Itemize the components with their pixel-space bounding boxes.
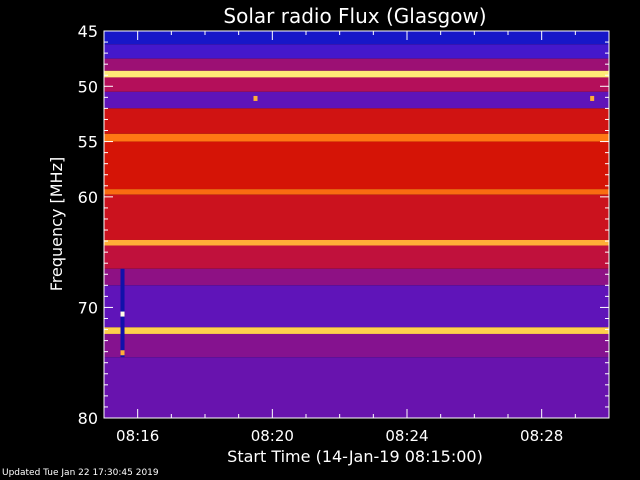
bright-dot: [120, 311, 125, 317]
intensity-band: [104, 194, 609, 240]
y-axis: 45 50 55 60 70 80: [78, 22, 609, 428]
intensity-band: [104, 133, 609, 142]
y-tick-label: 70: [78, 298, 98, 317]
intensity-band: [104, 285, 609, 328]
intensity-band: [104, 44, 609, 59]
intensity-band: [104, 77, 609, 92]
y-tick-label: 55: [78, 133, 98, 152]
x-axis-label: Start Time (14-Jan-19 08:15:00): [227, 447, 483, 466]
intensity-band: [104, 141, 609, 190]
intensity-band: [104, 31, 609, 45]
y-axis-label: Frequency [MHz]: [47, 157, 66, 291]
plot-frame: [103, 30, 610, 419]
intensity-band: [104, 239, 609, 246]
intensity-band: [104, 189, 609, 195]
intensity-band: [104, 333, 609, 358]
intensity-band: [104, 91, 609, 109]
chart-title: Solar radio Flux (Glasgow): [223, 4, 486, 28]
intensity-band: [104, 245, 609, 269]
bright-dot: [590, 95, 595, 101]
x-tick-label: 08:28: [520, 427, 563, 445]
intensity-band: [104, 268, 609, 286]
x-tick-label: 08:24: [385, 427, 428, 445]
x-axis: 08:16 08:20 08:24 08:28: [103, 31, 610, 445]
intensity-band: [104, 108, 609, 134]
x-tick-label: 08:20: [251, 427, 294, 445]
intensity-band: [104, 58, 609, 71]
y-tick-label: 60: [78, 188, 98, 207]
bright-dot: [120, 350, 125, 356]
heatmap-area: [104, 31, 609, 418]
bright-dot: [253, 95, 258, 101]
intensity-band: [104, 70, 609, 78]
y-tick-label: 80: [78, 409, 98, 428]
x-tick-label: 08:16: [116, 427, 159, 445]
updated-timestamp: Updated Tue Jan 22 17:30:45 2019: [2, 468, 159, 478]
intensity-band: [104, 357, 609, 418]
intensity-band: [104, 327, 609, 334]
y-tick-label: 50: [78, 77, 98, 96]
y-tick-label: 45: [78, 22, 98, 41]
